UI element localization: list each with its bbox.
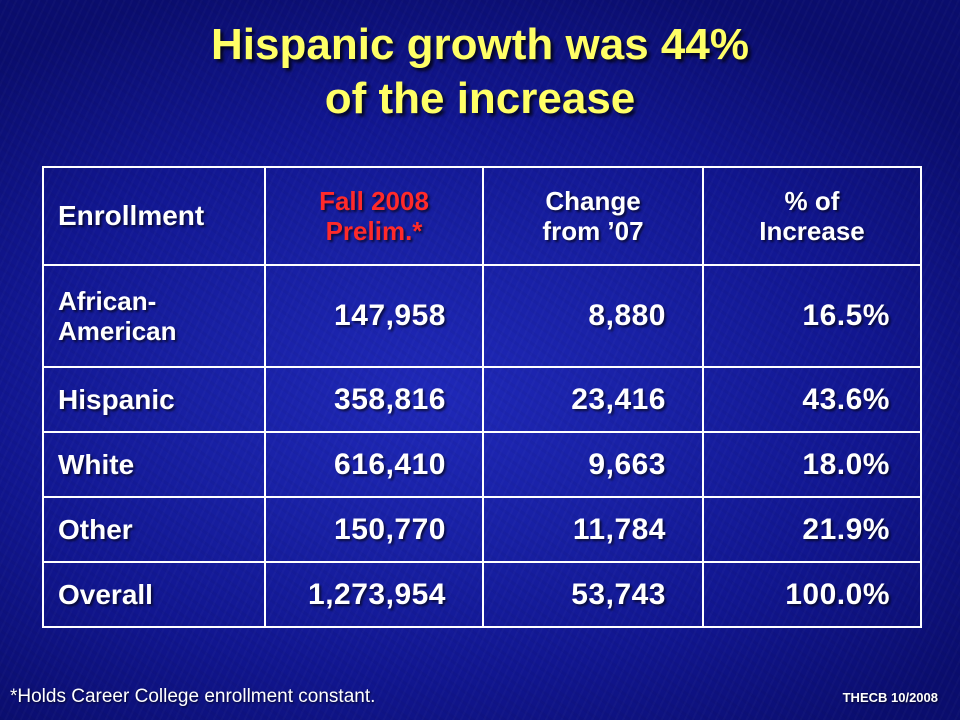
cell-pct: 16.5%	[702, 264, 922, 368]
header-fall-2008-line-1: Fall 2008	[319, 186, 429, 216]
header-pct-line-1: % of	[784, 186, 840, 216]
cell-pct: 21.9%	[702, 496, 922, 563]
header-change-line-1: Change	[545, 186, 641, 216]
footnote: *Holds Career College enrollment constan…	[10, 686, 376, 707]
header-pct-line-2: Increase	[759, 216, 865, 246]
header-fall-2008: Fall 2008 Prelim.*	[264, 166, 484, 266]
cell-change: 9,663	[482, 431, 704, 498]
row-label-line-1: African-	[58, 286, 157, 316]
table-header-row: Enrollment Fall 2008 Prelim.* Change fro…	[42, 166, 922, 266]
cell-fall-2008: 150,770	[264, 496, 484, 563]
cell-change: 8,880	[482, 264, 704, 368]
cell-pct: 18.0%	[702, 431, 922, 498]
row-label: Hispanic	[42, 366, 266, 433]
cell-fall-2008: 147,958	[264, 264, 484, 368]
cell-change: 11,784	[482, 496, 704, 563]
cell-change: 23,416	[482, 366, 704, 433]
cell-fall-2008: 616,410	[264, 431, 484, 498]
row-label: Overall	[42, 561, 266, 628]
table-row: Overall 1,273,954 53,743 100.0%	[42, 561, 922, 628]
table-row: Hispanic 358,816 23,416 43.6%	[42, 366, 922, 433]
table-row: White 616,410 9,663 18.0%	[42, 431, 922, 498]
slide-title: Hispanic growth was 44% of the increase	[0, 18, 960, 126]
cell-pct: 100.0%	[702, 561, 922, 628]
header-enrollment-text: Enrollment	[58, 200, 205, 231]
cell-change: 53,743	[482, 561, 704, 628]
header-fall-2008-line-2: Prelim.*	[325, 216, 423, 246]
slide-title-line-2: of the increase	[324, 74, 636, 123]
cell-fall-2008: 1,273,954	[264, 561, 484, 628]
table-row: Other 150,770 11,784 21.9%	[42, 496, 922, 563]
row-label: White	[42, 431, 266, 498]
enrollment-table: Enrollment Fall 2008 Prelim.* Change fro…	[42, 166, 922, 628]
row-label-line-2: American	[58, 316, 177, 346]
row-label: Other	[42, 496, 266, 563]
header-enrollment: Enrollment	[42, 166, 266, 266]
cell-pct: 43.6%	[702, 366, 922, 433]
row-label: African- American	[42, 264, 266, 368]
cell-fall-2008: 358,816	[264, 366, 484, 433]
header-change: Change from ’07	[482, 166, 704, 266]
header-pct-increase: % of Increase	[702, 166, 922, 266]
source-credit: THECB 10/2008	[842, 690, 938, 705]
slide-title-line-1: Hispanic growth was 44%	[211, 20, 749, 69]
table-row: African- American 147,958 8,880 16.5%	[42, 264, 922, 368]
header-change-line-2: from ’07	[542, 216, 644, 246]
